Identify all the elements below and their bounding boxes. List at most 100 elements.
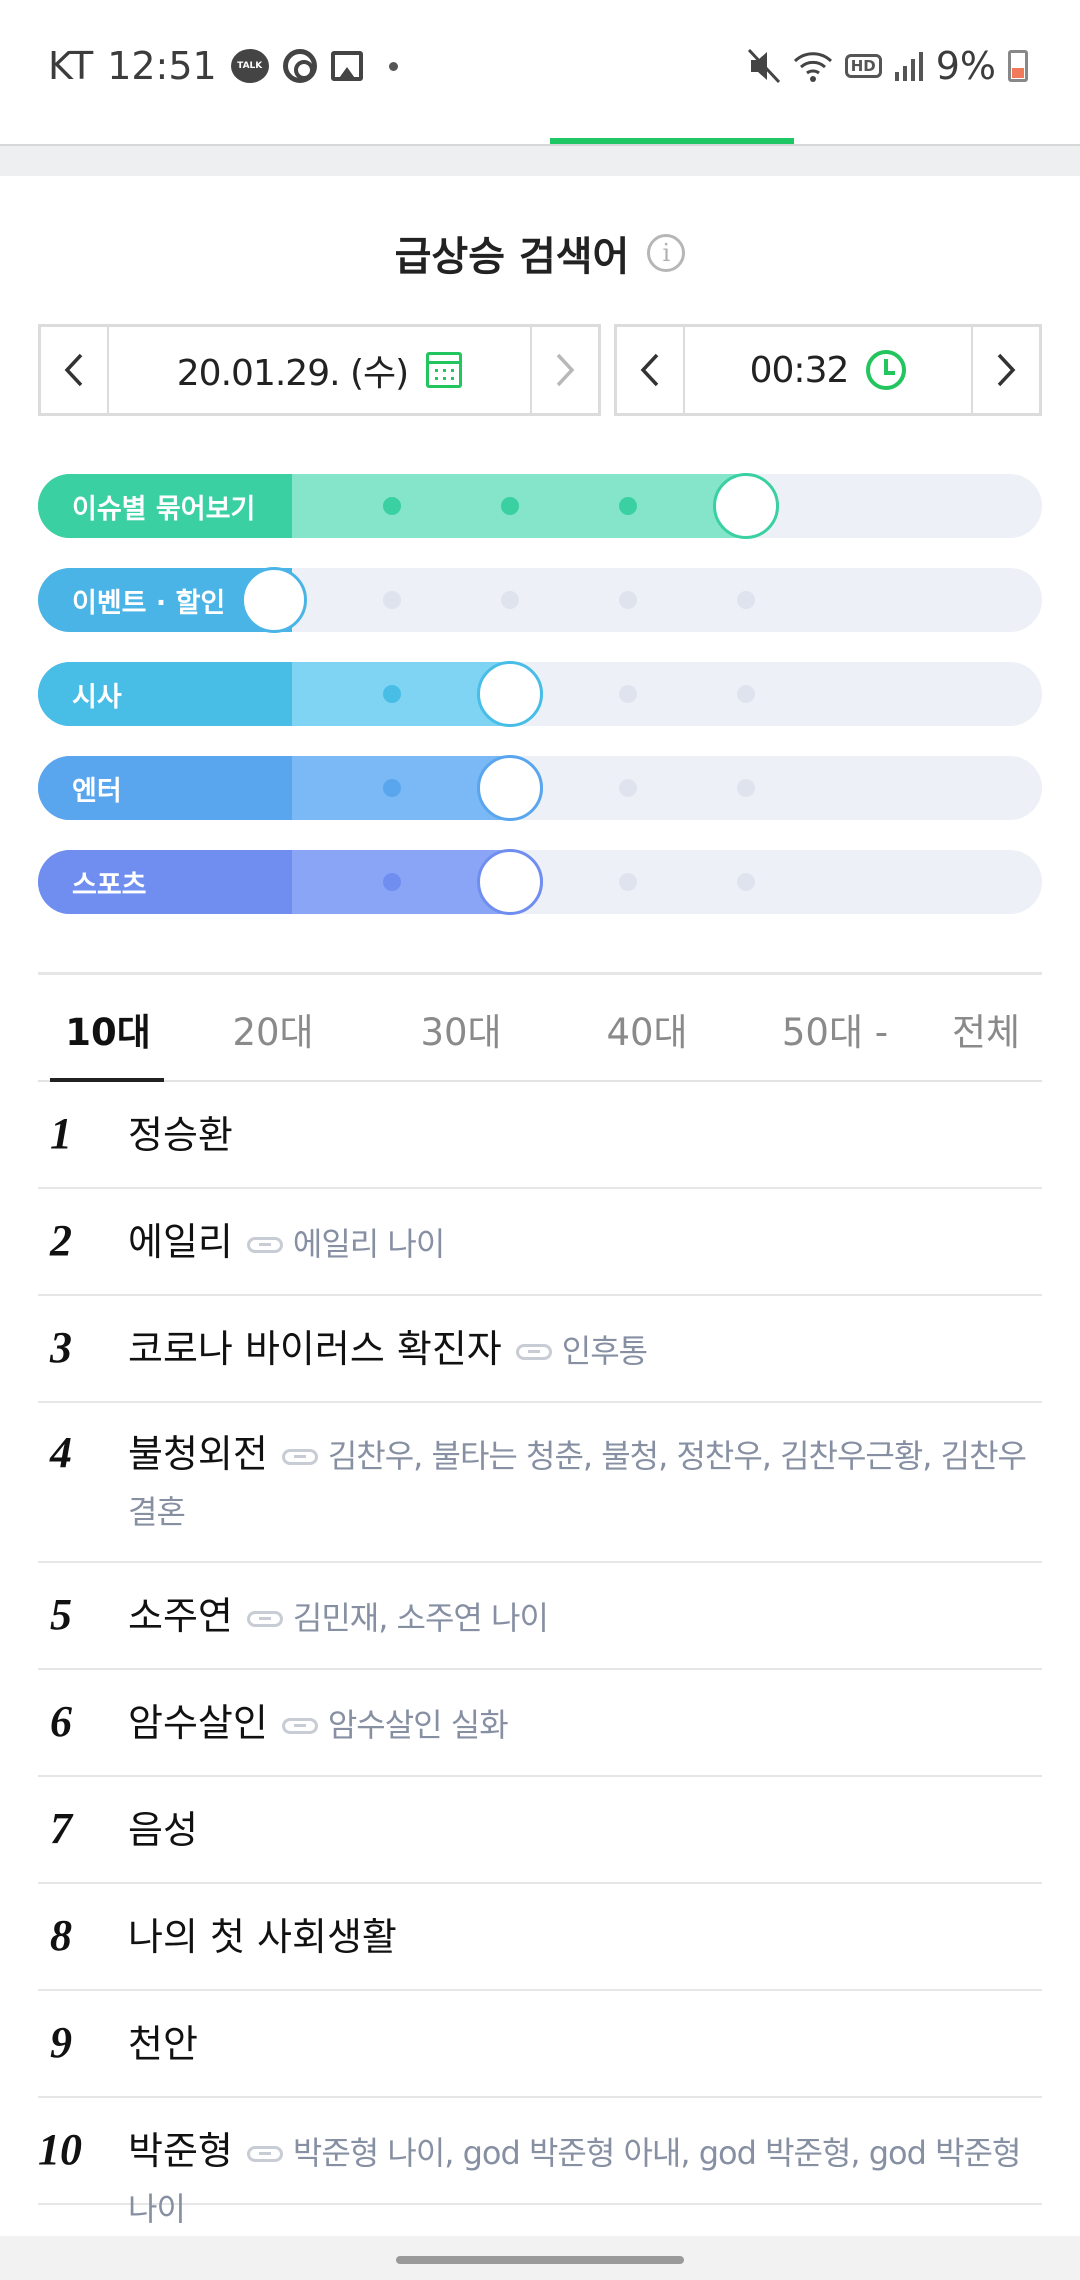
time-picker: 00:32 [614,324,1042,416]
rank-keyword[interactable]: 음성 [128,1808,198,1852]
battery-icon [1008,50,1028,82]
ranking-row[interactable]: 4 불청외전 김찬우, 불타는 청춘, 불청, 정찬우, 김찬우근황, 김찬우 결혼 [38,1403,1042,1563]
ranking-row[interactable]: 7 음성 [38,1777,1042,1884]
ranking-row[interactable]: 9 천안 [38,1991,1042,2098]
ranking-row[interactable]: 1 정승환 [38,1082,1042,1189]
kakaotalk-icon: TALK [230,49,269,83]
system-nav-bar [0,2236,1080,2280]
prev-date-button[interactable] [41,327,107,413]
home-gesture-bar[interactable] [396,2256,684,2264]
section-divider [0,146,1080,176]
divider [530,327,532,413]
rank-keyword[interactable]: 에일리 [128,1220,233,1264]
related-keywords[interactable]: 에일리 나이 [292,1225,445,1263]
slider-stop[interactable] [265,873,283,891]
slider-knob[interactable] [477,755,543,821]
age-tab-0[interactable]: 10대 [65,1011,151,1054]
related-keywords[interactable]: 암수살인 실화 [327,1706,509,1744]
divider [683,327,685,413]
slider-knob[interactable] [241,567,307,633]
hd-voice-icon: HD [844,54,882,78]
age-tab-4[interactable]: 50대 - [781,1011,889,1054]
rank-body: 불청외전 김찬우, 불타는 청춘, 불청, 정찬우, 김찬우근황, 김찬우 결혼 [128,1427,1042,1539]
ranking-list: 1 정승환 2 에일리 에일리 나이 3 코로나 바이러스 확진자 인후통 4 불청외전 김찬우, … [38,1082,1042,2228]
age-tab-indicator [50,1078,164,1082]
slider-stop[interactable] [265,685,283,703]
status-left: KT 12:51 TALK [48,40,398,92]
rank-keyword[interactable]: 불청외전 [128,1432,268,1476]
rank-number: 2 [50,1216,72,1265]
ranking-row[interactable]: 3 코로나 바이러스 확진자 인후통 [38,1296,1042,1403]
slider-knob[interactable] [477,661,543,727]
date-text: 20.01.29. (수) [176,353,409,394]
slider-stop[interactable] [383,685,401,703]
slider-stop[interactable] [501,591,519,609]
rank-keyword[interactable]: 소주연 [128,1594,233,1638]
slider-3[interactable]: 엔터 [38,755,1042,821]
next-date-button[interactable] [532,327,598,413]
rank-keyword[interactable]: 박준형 [128,2129,233,2173]
rank-keyword[interactable]: 코로나 바이러스 확진자 [128,1327,502,1371]
ranking-row[interactable]: 6 암수살인 암수살인 실화 [38,1670,1042,1777]
rank-number: 5 [50,1590,72,1639]
slider-stop[interactable] [501,497,519,515]
slider-label: 시사 [38,662,292,726]
slider-stop[interactable] [265,779,283,797]
related-keywords[interactable]: 김찬우, 불타는 청춘, 불청, 정찬우, 김찬우근황, 김찬우 결혼 [128,1437,1027,1531]
page-title: 급상승 검색어 [394,234,630,280]
age-tab-1[interactable]: 20대 [232,1011,314,1054]
chevron-right-icon [997,353,1016,387]
signal-icon [894,50,924,82]
slider-stop[interactable] [383,591,401,609]
related-keywords[interactable]: 김민재, 소주연 나이 [292,1599,549,1637]
link-icon [281,1448,318,1465]
related-keywords[interactable]: 박준형 나이, god 박준형 아내, god 박준형, god 박준형 나이 [128,2134,1021,2228]
ranking-row[interactable]: 8 나의 첫 사회생활 [38,1884,1042,1991]
slider-stop[interactable] [737,685,755,703]
next-time-button[interactable] [973,327,1039,413]
rank-keyword[interactable]: 암수살인 [128,1701,268,1745]
slider-stop[interactable] [619,685,637,703]
age-tab-5[interactable]: 전체 [951,1011,1021,1054]
info-icon[interactable]: i [647,234,686,272]
slider-stop[interactable] [737,873,755,891]
category-tabs-partial[interactable] [0,90,1080,146]
slider-stop[interactable] [619,591,637,609]
slider-2[interactable]: 시사 [38,661,1042,727]
slider-4[interactable]: 스포츠 [38,849,1042,915]
slider-stop[interactable] [265,497,283,515]
slider-1[interactable]: 이벤트 · 할인 [38,567,1042,633]
rank-number: 8 [50,1911,72,1960]
rank-body: 소주연 김민재, 소주연 나이 [128,1589,1042,1645]
battery-percent: 9% [935,44,996,88]
slider-stop[interactable] [619,873,637,891]
slider-stop[interactable] [619,779,637,797]
age-tab-2[interactable]: 30대 [420,1011,502,1054]
slider-stop[interactable] [737,779,755,797]
related-keywords[interactable]: 인후통 [561,1332,648,1370]
mute-icon [747,48,781,84]
date-display[interactable]: 20.01.29. (수) [109,327,530,413]
prev-time-button[interactable] [617,327,683,413]
slider-stop[interactable] [383,779,401,797]
slider-0[interactable]: 이슈별 묶어보기 [38,473,1042,539]
rank-number: 10 [38,2125,82,2174]
status-right: HD 9% [747,40,1028,92]
rank-keyword[interactable]: 나의 첫 사회생활 [128,1915,397,1959]
ranking-row[interactable]: 2 에일리 에일리 나이 [38,1189,1042,1296]
rank-number: 1 [50,1109,72,1158]
slider-knob[interactable] [713,473,779,539]
slider-stop[interactable] [619,497,637,515]
rank-keyword[interactable]: 천안 [128,2022,198,2066]
slider-stop[interactable] [383,497,401,515]
ranking-row[interactable]: 10 박준형 박준형 나이, god 박준형 아내, god 박준형, god 박준… [38,2098,1042,2228]
slider-stop[interactable] [737,591,755,609]
ranking-row[interactable]: 5 소주연 김민재, 소주연 나이 [38,1563,1042,1670]
age-tab-3[interactable]: 40대 [606,1011,688,1054]
slider-knob[interactable] [477,849,543,915]
slider-stop[interactable] [383,873,401,891]
time-display[interactable]: 00:32 [685,327,971,413]
rank-keyword[interactable]: 정승환 [128,1113,233,1157]
chevron-left-icon [640,353,659,387]
